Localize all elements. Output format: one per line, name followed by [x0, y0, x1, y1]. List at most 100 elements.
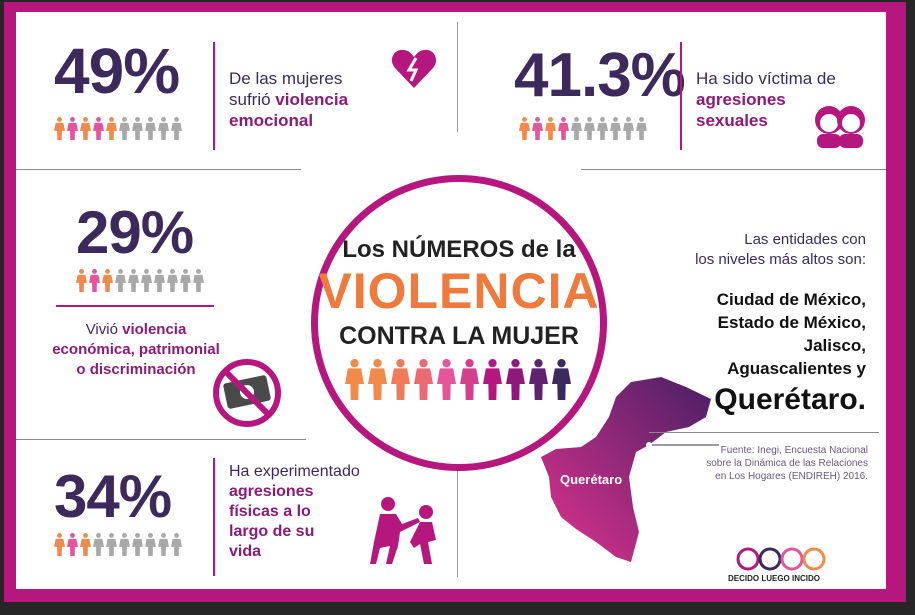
- person-icon: [106, 533, 117, 556]
- person-icon: [119, 117, 130, 140]
- economic-line1-hl: violencia: [122, 321, 187, 338]
- person-icon: [141, 269, 152, 292]
- people-row-sexual: [519, 117, 647, 140]
- person-icon: [171, 533, 182, 556]
- stat-emotional-value: 49%: [54, 35, 180, 107]
- divider-bottom-center: [457, 462, 458, 577]
- person-icon: [414, 359, 433, 400]
- center-title-line3: CONTRA LA MUJER: [339, 322, 579, 350]
- person-icon: [623, 117, 634, 140]
- women-faces-icon: [815, 106, 865, 148]
- entities-list: Ciudad de México, Estado de México, Jali…: [714, 288, 866, 420]
- person-icon: [154, 269, 165, 292]
- divider-top-center: [457, 22, 458, 132]
- center-title-line1: Los NÚMEROS de la: [342, 236, 576, 263]
- person-icon: [67, 533, 78, 556]
- physical-line1: Ha experimentado: [229, 463, 360, 480]
- logo-text: DECIDO LUEGO INCIDO: [728, 574, 821, 583]
- person-icon: [584, 117, 595, 140]
- entity-state-2: Estado de México,: [717, 313, 866, 332]
- divider-left-top: [16, 169, 301, 170]
- people-row-economic: [76, 269, 204, 292]
- person-icon: [145, 117, 156, 140]
- person-icon: [519, 117, 530, 140]
- sexual-line2-hl: agresiones: [696, 90, 786, 109]
- person-icon: [636, 117, 647, 140]
- stat-emotional-text: De las mujeres sufrió violencia emociona…: [229, 68, 348, 131]
- source-line3: en Los Hogares (ENDIREH) 2016.: [715, 471, 868, 482]
- person-icon: [89, 269, 100, 292]
- logo-faces-icon: [736, 547, 826, 571]
- divider-right-top: [581, 169, 886, 170]
- person-icon: [132, 117, 143, 140]
- stat-sexual-value: 41.3%: [514, 41, 686, 110]
- person-icon: [93, 117, 104, 140]
- entities-intro1: Las entidades con: [744, 231, 866, 248]
- physical-line2-hl: agresiones: [229, 483, 314, 500]
- emotional-line2-plain: sufrió: [229, 90, 276, 109]
- person-icon: [80, 117, 91, 140]
- stat-physical-value: 34%: [54, 463, 172, 530]
- person-icon: [597, 117, 608, 140]
- divider-economic: [56, 305, 214, 307]
- entity-state-3: Jalisco,: [803, 336, 866, 355]
- person-icon: [180, 269, 191, 292]
- person-icon: [368, 359, 387, 400]
- people-row-center: [345, 359, 571, 400]
- physical-aggression-icon: [370, 497, 436, 564]
- emotional-line3-hl: emocional: [229, 111, 314, 130]
- person-icon: [193, 269, 204, 292]
- person-icon: [571, 117, 582, 140]
- person-icon: [171, 117, 182, 140]
- person-icon: [106, 117, 117, 140]
- center-title-line2: VIOLENCIA: [318, 263, 600, 319]
- entities-intro: Las entidades con los niveles más altos …: [695, 230, 866, 270]
- person-icon: [506, 359, 525, 400]
- people-row-emotional: [54, 117, 182, 140]
- divider-left-bottom: [16, 439, 306, 440]
- person-icon: [102, 269, 113, 292]
- emotional-line1: De las mujeres: [229, 69, 343, 88]
- divider-sexual: [680, 42, 682, 150]
- source-text: Fuente: Inegi, Encuesta Nacional sobre l…: [706, 444, 868, 483]
- person-icon: [610, 117, 621, 140]
- economic-line2-hl: económica, patrimonial: [52, 341, 220, 358]
- person-icon: [128, 269, 139, 292]
- person-icon: [167, 269, 178, 292]
- source-line1: Fuente: Inegi, Encuesta Nacional: [720, 445, 868, 456]
- person-icon: [483, 359, 502, 400]
- person-icon: [345, 359, 364, 400]
- emotional-line2-hl: violencia: [275, 90, 349, 109]
- person-icon: [437, 359, 456, 400]
- person-icon: [552, 359, 571, 400]
- person-icon: [76, 269, 87, 292]
- stat-sexual-text: Ha sido víctima de agresiones sexuales: [696, 68, 836, 131]
- stat-economic-text: Vivió violencia económica, patrimonial o…: [46, 320, 226, 380]
- person-icon: [93, 533, 104, 556]
- person-icon: [158, 117, 169, 140]
- map-label: Querétaro: [560, 472, 623, 487]
- physical-line5-hl: vida: [229, 543, 262, 560]
- infographic-card: 49% De las mujeres sufrió violencia emoc…: [16, 12, 886, 589]
- person-icon: [545, 117, 556, 140]
- person-icon: [54, 117, 65, 140]
- entity-state-1: Ciudad de México,: [716, 290, 866, 309]
- person-icon: [391, 359, 410, 400]
- economic-line1-plain: Vivió: [85, 321, 123, 338]
- person-icon: [558, 117, 569, 140]
- stat-physical-text: Ha experimentado agresiones físicas a lo…: [229, 462, 360, 562]
- divider-physical: [213, 458, 215, 576]
- person-icon: [119, 533, 130, 556]
- person-icon: [460, 359, 479, 400]
- person-icon: [532, 117, 543, 140]
- sexual-line3-hl: sexuales: [696, 111, 768, 130]
- person-icon: [54, 533, 65, 556]
- economic-line3-hl: o discriminación: [76, 361, 196, 378]
- entities-intro2: los niveles más altos son:: [695, 251, 866, 268]
- person-icon: [115, 269, 126, 292]
- entity-state-4: Aguascalientes y: [727, 359, 866, 378]
- person-icon: [145, 533, 156, 556]
- divider-emotional: [213, 42, 215, 150]
- queretaro-map: [541, 377, 719, 562]
- person-icon: [158, 533, 169, 556]
